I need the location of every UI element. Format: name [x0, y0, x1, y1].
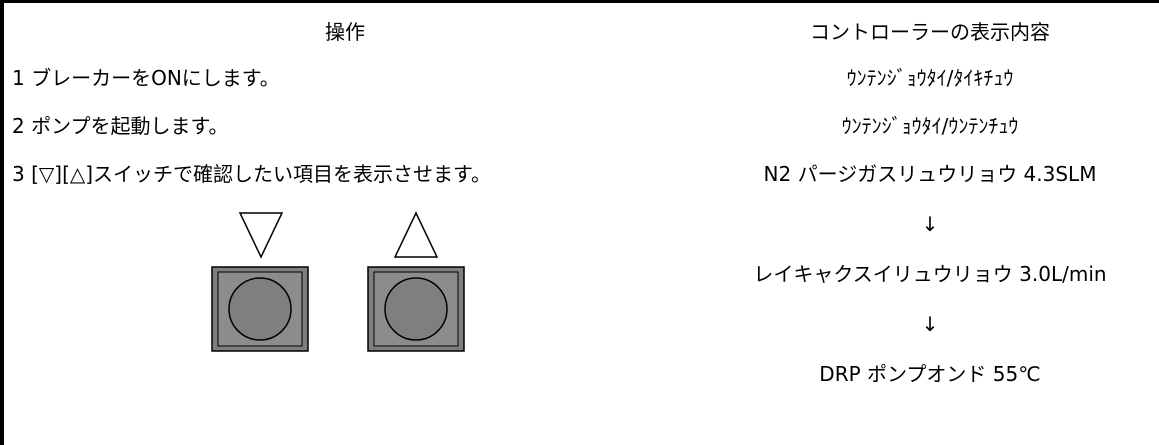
display-text: DRP ポンプオンド 55℃	[819, 362, 1041, 386]
down-triangle	[238, 212, 284, 259]
operation-step: 2 ポンプを起動します。	[12, 114, 229, 138]
display-arrow: ↓	[921, 212, 939, 236]
table-frame	[0, 0, 4, 445]
button-circle	[384, 277, 448, 341]
up-triangle	[393, 211, 439, 258]
table-frame	[0, 0, 1159, 3]
operation-step: 3 [▽][△]スイッチで確認したい項目を表示させます。	[12, 162, 492, 186]
operation-step: 1 ブレーカーをONにします。	[12, 66, 280, 90]
display-text: ｳﾝﾃﾝｼﾞｮｳﾀｲ/ｳﾝﾃﾝﾁｭｳ	[841, 114, 1019, 138]
display-text: ｳﾝﾃﾝｼﾞｮｳﾀｲ/ﾀｲｷﾁｭｳ	[846, 66, 1014, 90]
column-header: コントローラーの表示内容	[810, 20, 1050, 44]
display-text: N2 パージガスリュウリョウ 4.3SLM	[763, 162, 1097, 186]
switch-illustration	[211, 211, 465, 352]
column-header: 操作	[325, 20, 365, 44]
button-circle	[228, 277, 292, 341]
display-text: レイキャクスイリュウリョウ 3.0L/min	[753, 262, 1107, 286]
display-arrow: ↓	[921, 312, 939, 336]
